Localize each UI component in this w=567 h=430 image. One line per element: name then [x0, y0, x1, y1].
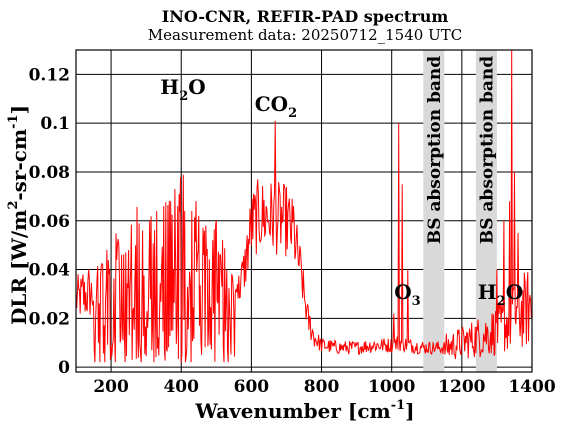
molecule-label-base: CO: [255, 92, 288, 116]
x-tick-label-800: 800: [304, 377, 340, 397]
y-tick-label-4: 0.08: [29, 163, 70, 183]
y-axis-label-b: -sr-cm: [7, 129, 31, 201]
x-tick-label-1200: 1200: [438, 377, 485, 397]
band-label-2: BS absorption band: [477, 56, 497, 244]
chart-title: INO-CNR, REFIR-PAD spectrum: [162, 7, 449, 26]
y-tick-label-2: 0.04: [29, 261, 71, 281]
absorption-band-2: [475, 50, 497, 372]
molecule-label-tail: O: [506, 280, 523, 304]
y-axis-label-c: ]: [7, 105, 31, 114]
y-tick-label-3: 0.06: [29, 212, 70, 232]
y-tick-label-6: 0.12: [29, 65, 70, 85]
x-axis-label-close: ]: [405, 399, 414, 423]
molecule-label-3: O3: [394, 280, 420, 309]
molecule-label-1: H2O: [160, 75, 205, 104]
y-axis-label: DLR [W/m2-sr-cm-1]: [6, 105, 31, 325]
y-tick-label-1: 0.02: [29, 309, 70, 329]
axis-ticks: 200 400 600 800 1000 1200 1400 0 0.02 0.04 0.06 0.0…: [29, 65, 556, 397]
band-labels: BS absorption band BS absorption band: [425, 56, 498, 244]
absorption-band-1: [423, 50, 445, 372]
molecule-label-sub: 2: [179, 89, 188, 104]
molecule-label-tail: O: [188, 75, 205, 99]
molecule-label-sub: 3: [412, 294, 421, 309]
y-axis-label-a: DLR [W/m: [7, 210, 31, 325]
x-tick-label-200: 200: [93, 377, 129, 397]
grid: [76, 50, 533, 372]
chart-subtitle: Measurement data: 20250712_1540 UTC: [148, 26, 462, 44]
molecule-label-sub: 2: [497, 294, 506, 309]
band-label-1: BS absorption band: [425, 56, 445, 244]
molecule-label-base: H: [478, 280, 497, 304]
spectrum-line: [75, 49, 533, 363]
x-axis-label: Wavenumber [cm-1]: [194, 398, 414, 423]
x-tick-label-1400: 1400: [508, 377, 555, 397]
y-axis-label-sup2: -1: [6, 114, 21, 128]
x-tick-label-1000: 1000: [368, 377, 415, 397]
x-tick-label-600: 600: [234, 377, 270, 397]
y-tick-label-0: 0: [58, 358, 70, 378]
molecule-label-base: H: [160, 75, 179, 99]
y-tick-label-5: 0.1: [40, 114, 70, 134]
absorption-bands: [423, 50, 497, 372]
molecule-label-sub: 2: [288, 106, 297, 121]
x-axis-label-base: Wavenumber [cm: [194, 399, 390, 423]
x-axis-label-sup: -1: [391, 398, 405, 413]
y-axis-label-sup1: 2: [6, 201, 21, 210]
plot-frame: [75, 49, 533, 373]
x-tick-label-400: 400: [163, 377, 199, 397]
spectrum-series: [75, 49, 533, 363]
molecule-label-base: O: [394, 280, 411, 304]
molecule-label-4: H2O: [478, 280, 523, 309]
molecule-label-2: CO2: [255, 92, 297, 121]
